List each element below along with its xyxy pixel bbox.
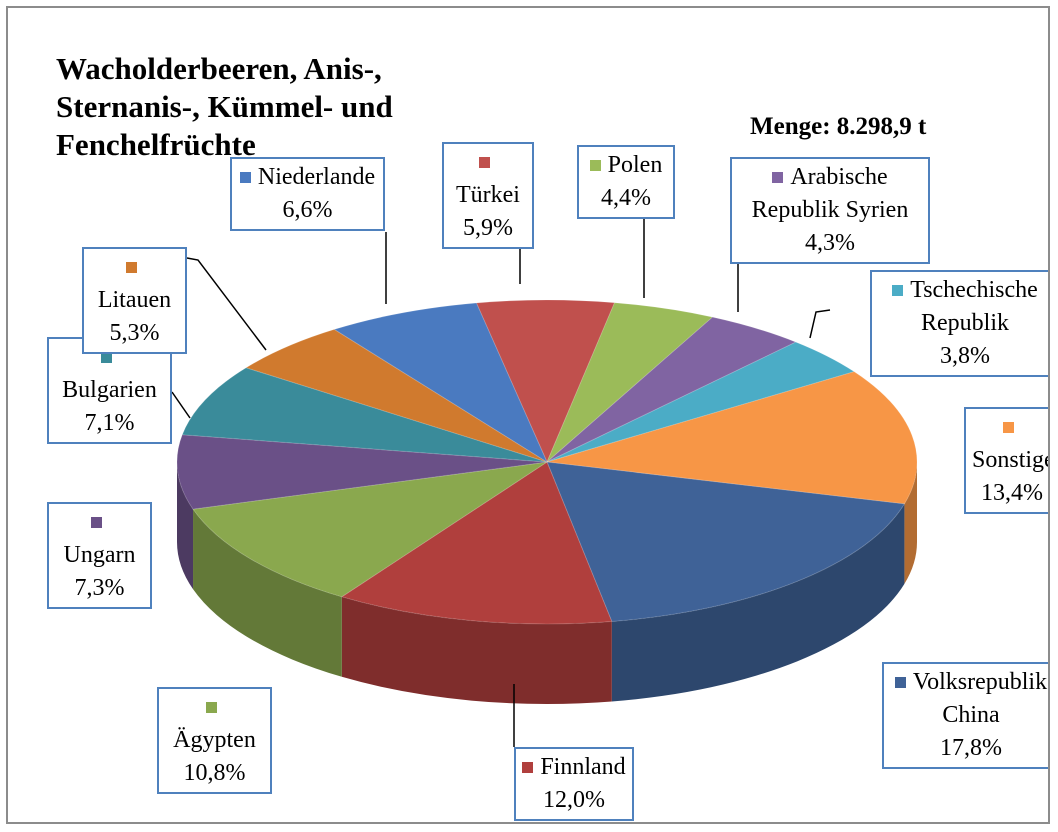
data-label: Litauen 5,3% [82,247,187,354]
label-name: Türkei [456,182,520,208]
slice [176,434,548,510]
legend-marker [1003,422,1014,433]
label-name: Finnland [540,754,626,780]
slice [546,371,918,505]
label-name: Volksrepublik China [912,669,1048,728]
chart-title: Wacholderbeeren, Anis-, Sternanis-, Kümm… [56,51,393,162]
legend-marker [90,517,102,528]
leader-line [171,391,191,419]
label-value: 17,8% [940,735,1002,761]
slice [546,341,856,463]
slice-side [341,596,612,704]
slice [192,461,548,598]
label-name: Bulgarien [62,377,157,403]
slice [546,316,798,463]
label-name: Tschechische Republik [910,277,1038,336]
legend-marker [239,172,251,183]
label-name: Polen [607,152,663,178]
legend-marker [894,677,906,688]
legend-marker [205,702,217,713]
slice [546,302,714,463]
legend-marker [589,160,601,171]
label-value: 13,4% [981,480,1043,506]
label-name: Ägypten [173,727,256,753]
leader-line [186,257,267,351]
label-value: 4,3% [805,230,855,256]
data-label: Polen 4,4% [577,145,675,219]
slice [244,328,548,463]
label-value: 6,6% [282,197,333,223]
label-name: Sonstige [972,447,1050,473]
label-value: 4,4% [601,185,651,211]
slice [181,367,548,463]
data-label: Finnland 12,0% [514,747,634,821]
data-label: Türkei 5,9% [442,142,534,249]
slice-side [904,462,917,584]
slice [475,299,616,464]
label-name: Litauen [97,287,172,313]
leader-line [809,309,831,339]
chart [171,214,918,747]
label-name: Arabische Republik Syrien [751,164,909,223]
slice [333,302,549,464]
label-name: Niederlande [257,164,376,190]
label-value: 5,3% [109,320,160,346]
legend-marker [479,157,490,168]
label-value: 12,0% [543,787,605,813]
legend-marker [892,285,904,296]
data-label: Arabische Republik Syrien 4,3% [730,157,930,264]
legend-marker [100,352,112,363]
label-value: 10,8% [183,760,246,786]
data-label: Volksrepublik China 17,8% [882,662,1048,769]
data-label: Tschechische Republik 3,8% [870,270,1048,377]
slice [340,461,613,625]
legend-marker [772,172,784,183]
slice-side [193,509,342,677]
label-name: Ungarn [63,542,136,568]
slice-side [177,462,194,590]
legend-marker [522,762,534,773]
chart-frame: Wacholderbeeren, Anis-, Sternanis-, Kümm… [6,6,1050,824]
legend-marker [125,262,137,273]
label-value: 3,8% [940,343,990,369]
data-label: Sonstige 13,4% [964,407,1050,514]
slice [546,461,906,623]
data-label: Bulgarien 7,1% [47,337,172,444]
label-value: 7,3% [74,575,125,601]
data-label: Ungarn 7,3% [47,502,152,609]
data-label: Niederlande 6,6% [230,157,385,231]
label-value: 7,1% [84,410,135,436]
data-label: Ägypten 10,8% [157,687,272,794]
chart-subtitle: Menge: 8.298,9 t [750,113,927,140]
slice-side [611,503,905,702]
label-value: 5,9% [463,215,513,241]
